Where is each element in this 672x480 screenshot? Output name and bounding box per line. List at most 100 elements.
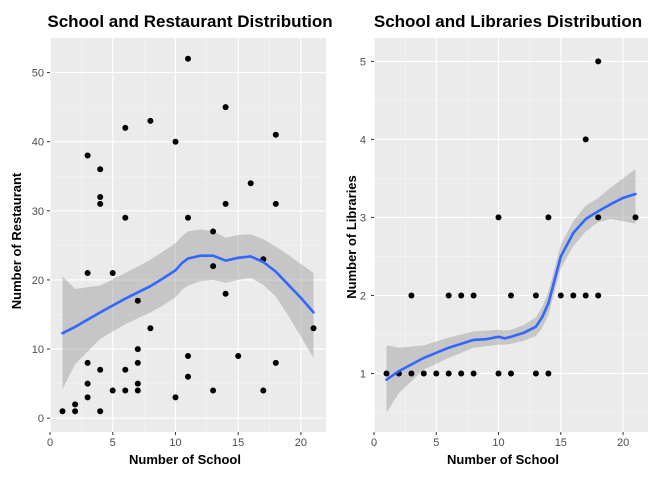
data-point	[595, 214, 602, 221]
data-point	[210, 228, 217, 235]
data-point	[532, 370, 539, 377]
data-point	[408, 292, 415, 299]
data-point	[97, 200, 104, 207]
data-point	[235, 353, 242, 359]
data-point	[545, 214, 552, 221]
x-tick-label: 15	[232, 437, 244, 449]
smooth-line	[385, 192, 637, 381]
data-point	[545, 370, 552, 377]
data-point	[458, 292, 465, 299]
data-point	[72, 408, 79, 415]
x-axis-title: Number of School	[129, 452, 241, 467]
data-point	[495, 370, 502, 377]
y-tick-label: 0	[38, 413, 44, 425]
confidence-band	[62, 229, 314, 390]
libraries-chart: 0 5 10 15 20 1 2 3 4 5 School and Libraries Distr…	[344, 12, 648, 467]
data-point	[72, 401, 79, 408]
plot-background	[50, 38, 326, 432]
data-point	[557, 292, 564, 299]
data-point	[458, 370, 465, 377]
data-point	[570, 292, 577, 299]
data-point	[222, 200, 229, 207]
data-point	[84, 394, 91, 401]
data-point	[97, 194, 104, 200]
y-tick-label: 10	[32, 344, 44, 356]
data-point	[122, 387, 129, 394]
x-tick-label: 5	[433, 437, 439, 449]
data-point	[310, 325, 317, 332]
y-tick-label: 30	[32, 206, 44, 218]
data-point	[134, 297, 141, 304]
data-point	[210, 387, 217, 394]
y-axis-title: Number of Libraries	[344, 175, 359, 299]
data-point	[185, 373, 191, 380]
data-point	[260, 387, 267, 394]
data-point	[97, 166, 104, 173]
data-point	[495, 214, 502, 221]
data-point	[134, 359, 141, 366]
confidence-band	[386, 169, 636, 413]
x-tick-label: 20	[295, 437, 307, 449]
y-tick-label: 20	[32, 275, 44, 287]
data-point	[383, 370, 390, 377]
x-tick-label: 0	[371, 437, 377, 449]
x-tick-label: 20	[617, 437, 629, 449]
data-point	[84, 359, 91, 366]
data-point	[408, 370, 415, 377]
x-tick-label: 5	[110, 437, 116, 449]
restaurant-chart: 0 5 10 15 20 0 10 20 30 40 50 School and Restauran…	[9, 12, 333, 467]
data-point	[632, 214, 639, 221]
data-point	[172, 394, 179, 401]
y-tick-label: 2	[360, 290, 366, 302]
y-tick-label: 3	[360, 212, 366, 224]
data-point	[122, 124, 129, 131]
data-point	[185, 55, 191, 62]
data-point	[433, 370, 440, 377]
data-point	[272, 200, 279, 207]
data-point	[222, 104, 229, 111]
chart-title: School and Restaurant Distribution	[47, 12, 332, 31]
data-point	[582, 292, 589, 299]
x-tick-label: 10	[492, 437, 504, 449]
y-tick-label: 1	[360, 368, 366, 380]
data-point	[508, 292, 514, 299]
data-point	[445, 370, 452, 377]
data-point	[134, 380, 141, 387]
data-point	[84, 380, 91, 387]
data-point	[185, 353, 191, 359]
data-point	[147, 325, 154, 332]
x-tick-label: 15	[555, 437, 567, 449]
data-point	[470, 292, 477, 299]
data-point	[84, 270, 91, 276]
data-point	[272, 359, 279, 366]
data-point	[97, 366, 104, 373]
data-point	[222, 290, 229, 297]
y-tick-label: 50	[32, 68, 44, 80]
y-tick-label: 4	[360, 134, 366, 146]
y-tick-label: 5	[360, 56, 366, 68]
data-point	[420, 370, 427, 377]
smooth-line	[61, 254, 315, 335]
data-point	[59, 408, 66, 415]
data-point	[109, 387, 116, 394]
data-point	[595, 292, 602, 299]
data-point	[210, 263, 217, 270]
data-point	[445, 292, 452, 299]
data-point	[134, 346, 141, 353]
plot-background	[374, 38, 648, 432]
data-point	[508, 370, 514, 377]
data-point	[84, 152, 91, 159]
data-point	[122, 214, 129, 221]
x-axis-title: Number of School	[447, 452, 559, 467]
data-point	[470, 370, 477, 377]
data-point	[185, 214, 191, 221]
data-point	[247, 180, 254, 187]
plot-area: 0 5 10 15 20 0 10 20 30 40 50	[32, 38, 326, 449]
data-point	[595, 58, 602, 65]
y-tick-label: 40	[32, 137, 44, 149]
data-point	[147, 117, 154, 124]
data-point	[272, 131, 279, 138]
data-point	[97, 408, 104, 415]
chart-title: School and Libraries Distribution	[374, 12, 642, 31]
data-point	[109, 270, 116, 276]
